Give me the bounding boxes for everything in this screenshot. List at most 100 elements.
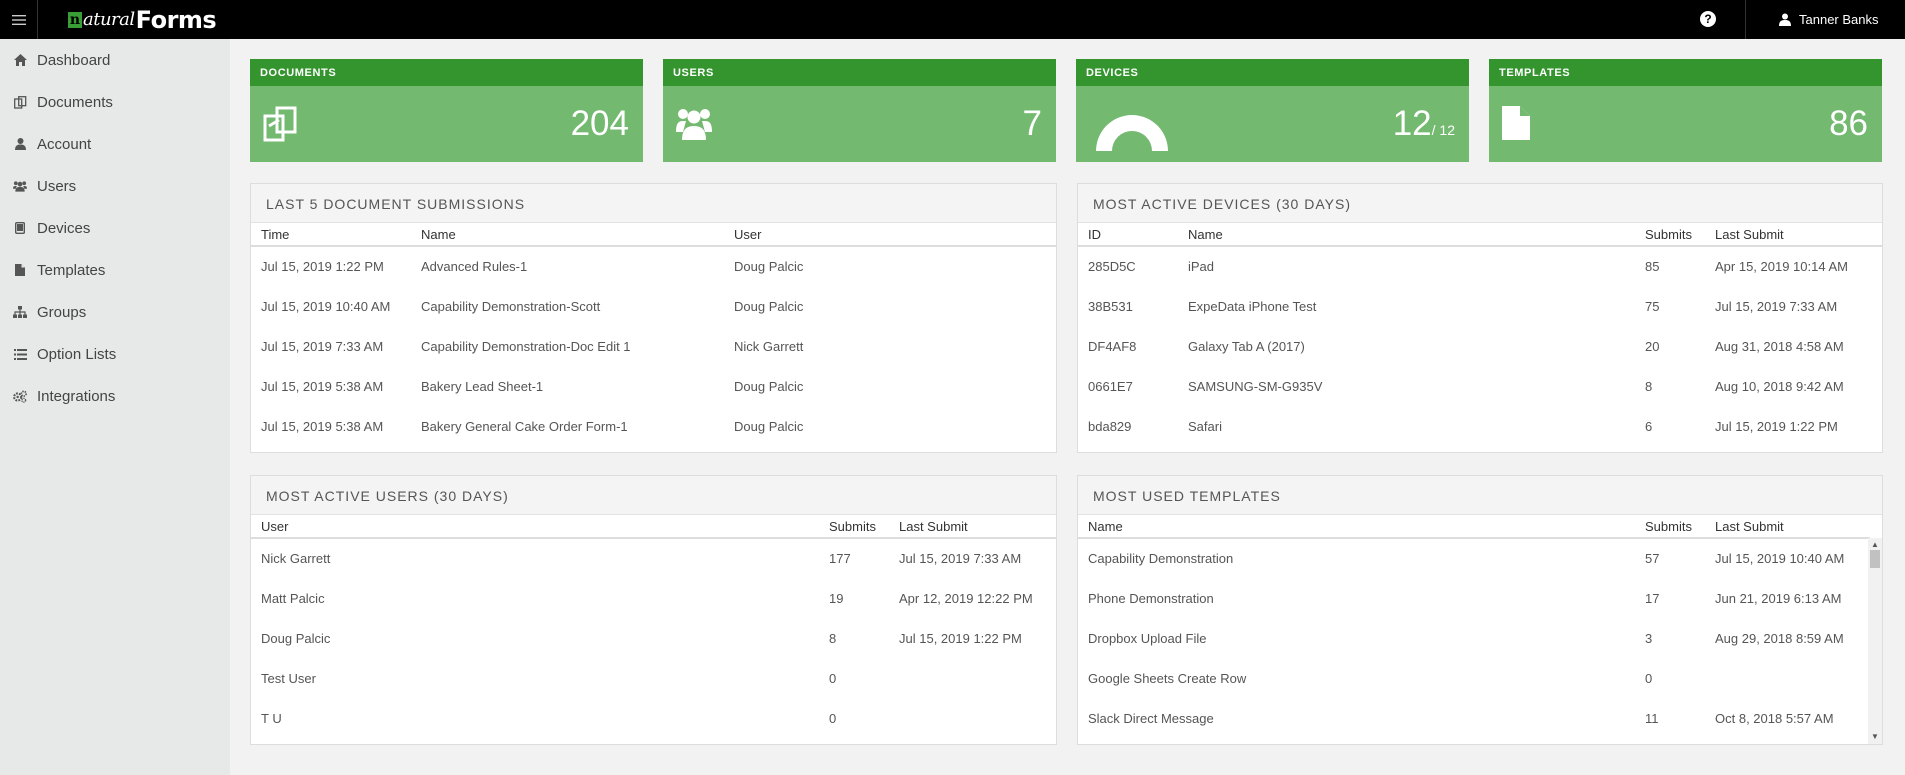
help-button[interactable]: ?: [1700, 11, 1716, 27]
sidebar-item-users[interactable]: Users: [0, 165, 230, 207]
scroll-up-arrow-icon[interactable]: ▲: [1871, 539, 1879, 549]
table-row[interactable]: Doug Palcic 8 Jul 15, 2019 1:22 PM: [251, 618, 1056, 658]
cell-submits: 17: [1645, 590, 1660, 606]
table-row[interactable]: Test User 0: [251, 658, 1056, 698]
sidebar-item-label: Account: [37, 135, 92, 153]
top-bar: n atural Forms ? Tanner Banks: [0, 0, 1905, 39]
cell-last-submit: [889, 698, 1056, 738]
sidebar-item-documents[interactable]: Documents: [0, 81, 230, 123]
table-row[interactable]: Jul 15, 2019 5:38 AM Bakery Lead Sheet-1 D…: [251, 366, 1056, 406]
column-header[interactable]: User: [251, 515, 819, 539]
table-row[interactable]: Jul 15, 2019 5:38 AM Bakery General Cake …: [251, 406, 1056, 446]
cell-name: Safari: [1188, 418, 1222, 434]
table-row[interactable]: 285D5C iPad 85 Apr 15, 2019 10:14 AM: [1078, 246, 1882, 286]
cell-time: Jul 15, 2019 7:33 AM: [261, 338, 384, 354]
table-row[interactable]: Google Sheets Create Row 0: [1078, 658, 1870, 698]
logo-n-mark: n: [68, 11, 82, 28]
table-row[interactable]: bda829 Safari 6 Jul 15, 2019 1:22 PM: [1078, 406, 1882, 446]
cell-name: ExpeData iPhone Test: [1188, 298, 1317, 314]
cell-user: Doug Palcic: [734, 259, 804, 274]
templates-stat-card[interactable]: TEMPLATES 86: [1489, 59, 1882, 162]
table-row[interactable]: Matt Palcic 19 Apr 12, 2019 12:22 PM: [251, 578, 1056, 618]
panel-title: MOST ACTIVE USERS (30 DAYS): [251, 476, 1056, 515]
cell-last-submit: Aug 31, 2018 4:58 AM: [1715, 338, 1844, 354]
table-header-row: Time Name User: [251, 223, 1056, 247]
column-header[interactable]: Submits: [1635, 515, 1705, 539]
table-row[interactable]: Jul 15, 2019 7:33 AM Capability Demonstra…: [251, 326, 1056, 366]
active-devices-panel: MOST ACTIVE DEVICES (30 DAYS) ID Name Su…: [1077, 183, 1883, 453]
devices-stat-card[interactable]: DEVICES 12/ 12: [1076, 59, 1469, 162]
column-header[interactable]: User: [724, 223, 1056, 247]
column-header[interactable]: Name: [1078, 515, 1635, 539]
sidebar-item-dashboard[interactable]: Dashboard: [0, 39, 230, 81]
sidebar-item-label: Templates: [37, 261, 106, 279]
stat-card-title: DOCUMENTS: [250, 59, 643, 86]
cell-last-submit: Jun 21, 2019 6:13 AM: [1715, 590, 1842, 606]
table-row[interactable]: DF4AF8 Galaxy Tab A (2017) 20 Aug 31, 2018 …: [1078, 326, 1882, 366]
sidebar-item-label: Users: [37, 177, 77, 195]
column-header[interactable]: Last Submit: [1705, 223, 1882, 247]
column-header[interactable]: ID: [1078, 223, 1178, 247]
cell-id: 0661E7: [1088, 378, 1133, 394]
cell-submits: 8: [829, 630, 837, 646]
sidebar-item-label: Groups: [37, 303, 87, 321]
column-header[interactable]: Time: [251, 223, 411, 247]
cell-user: Doug Palcic: [261, 630, 331, 646]
cell-submits: 6: [1645, 418, 1653, 434]
column-header[interactable]: Last Submit: [1705, 515, 1870, 539]
cell-submits: 0: [1645, 670, 1653, 686]
panel-title: MOST ACTIVE DEVICES (30 DAYS): [1078, 184, 1882, 223]
cell-user: Matt Palcic: [261, 590, 325, 606]
cell-submits: 0: [829, 710, 837, 726]
column-header[interactable]: Name: [411, 223, 724, 247]
templates-count: 86: [1829, 104, 1868, 143]
sidebar-item-templates[interactable]: Templates: [0, 249, 230, 291]
devices-gauge: [1094, 111, 1170, 156]
column-header[interactable]: Submits: [1635, 223, 1705, 247]
cogs-icon: [13, 389, 27, 403]
cell-last-submit: Oct 8, 2018 5:57 AM: [1715, 710, 1834, 726]
sidebar-item-account[interactable]: Account: [0, 123, 230, 165]
cell-user: T U: [261, 710, 282, 726]
devices-total-count: / 12: [1431, 122, 1455, 138]
table-row[interactable]: Jul 15, 2019 10:40 AM Capability Demonstr…: [251, 286, 1056, 326]
sidebar-item-label: Devices: [37, 219, 91, 237]
table-row[interactable]: Capability Demonstration 57 Jul 15, 2019 1…: [1078, 538, 1870, 578]
scroll-down-arrow-icon[interactable]: ▼: [1871, 731, 1879, 741]
documents-count: 204: [570, 104, 629, 143]
templates-scrollbar[interactable]: ▲ ▼: [1868, 538, 1882, 744]
cell-last-submit: Jul 15, 2019 7:33 AM: [1715, 298, 1838, 314]
table-row[interactable]: Dropbox Upload File 3 Aug 29, 2018 8:59 AM: [1078, 618, 1870, 658]
cell-submits: 0: [829, 670, 837, 686]
cell-name: Google Sheets Create Row: [1088, 670, 1247, 686]
users-stat-card[interactable]: USERS 7: [663, 59, 1056, 162]
table-row[interactable]: T U 0: [251, 698, 1056, 738]
column-header[interactable]: Last Submit: [889, 515, 1056, 539]
table-header-row: Name Submits Last Submit: [1078, 515, 1870, 539]
table-row[interactable]: 0661E7 SAMSUNG-SM-G935V 8 Aug 10, 2018 9:42…: [1078, 366, 1882, 406]
table-row[interactable]: 38B531 ExpeData iPhone Test 75 Jul 15, 2019…: [1078, 286, 1882, 326]
sidebar-item-groups[interactable]: Groups: [0, 291, 230, 333]
cell-last-submit: Aug 29, 2018 8:59 AM: [1715, 630, 1844, 646]
table-row[interactable]: Jul 15, 2019 1:22 PM Advanced Rules-1 Doug…: [251, 246, 1056, 286]
sidebar-item-integrations[interactable]: Integrations: [0, 375, 230, 417]
table-row[interactable]: Slack Direct Message 11 Oct 8, 2018 5:57 A…: [1078, 698, 1870, 738]
app-logo[interactable]: n atural Forms: [68, 0, 217, 39]
scroll-thumb[interactable]: [1870, 550, 1880, 568]
cell-name: Dropbox Upload File: [1088, 630, 1207, 646]
cell-submits: 20: [1645, 338, 1660, 354]
cell-time: Jul 15, 2019 10:40 AM: [261, 298, 391, 314]
cell-submits: 75: [1645, 298, 1660, 314]
table-row[interactable]: Phone Demonstration 17 Jun 21, 2019 6:13 A…: [1078, 578, 1870, 618]
column-header[interactable]: Submits: [819, 515, 889, 539]
used-templates-panel: MOST USED TEMPLATES Name Submits Last Su…: [1077, 475, 1883, 745]
user-menu[interactable]: Tanner Banks: [1745, 0, 1879, 39]
sidebar-item-option-lists[interactable]: Option Lists: [0, 333, 230, 375]
cell-time: Jul 15, 2019 5:38 AM: [261, 418, 384, 434]
cell-id: DF4AF8: [1088, 338, 1137, 354]
menu-toggle-button[interactable]: [0, 0, 38, 39]
sidebar-item-devices[interactable]: Devices: [0, 207, 230, 249]
column-header[interactable]: Name: [1178, 223, 1635, 247]
table-row[interactable]: Nick Garrett 177 Jul 15, 2019 7:33 AM: [251, 538, 1056, 578]
documents-stat-card[interactable]: DOCUMENTS 204: [250, 59, 643, 162]
